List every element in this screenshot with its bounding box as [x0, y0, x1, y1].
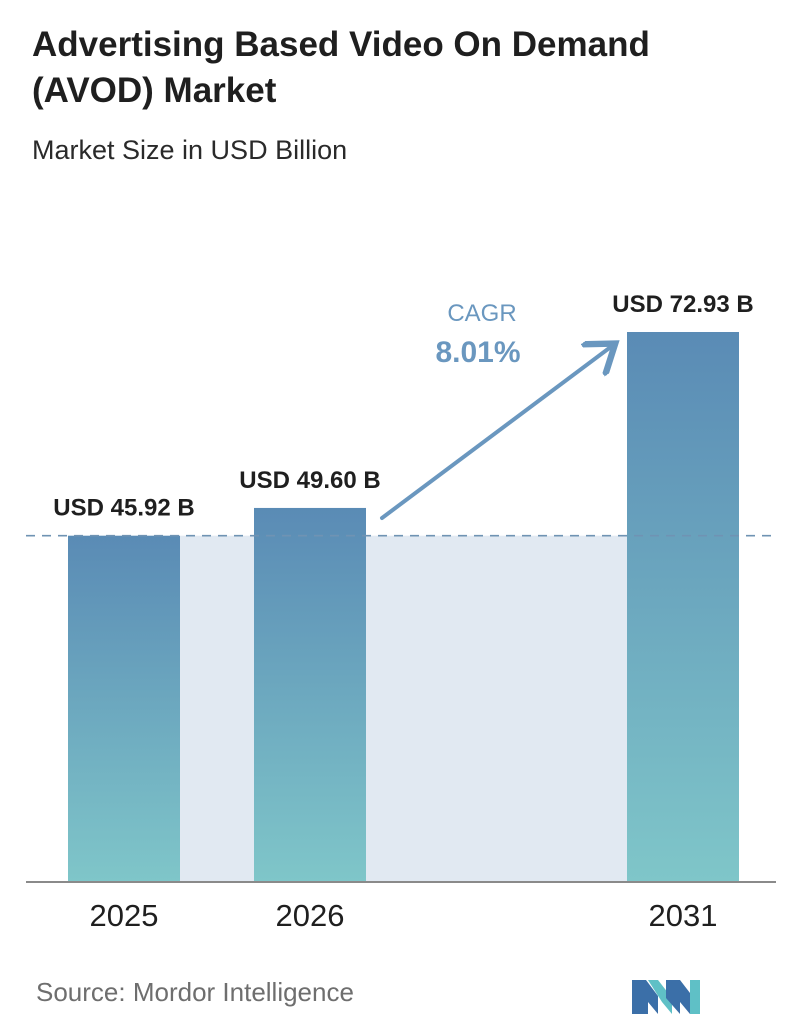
- bar-2026: [254, 507, 366, 882]
- value-label-2031: USD 72.93 B: [612, 291, 753, 318]
- source-note: Source: Mordor Intelligence: [36, 977, 354, 1007]
- chart-title: Advertising Based Video On Demand (AVOD)…: [32, 25, 650, 110]
- mordor-intelligence-logo-icon: [632, 980, 700, 1014]
- value-label-2026: USD 49.60 B: [239, 467, 380, 494]
- cagr-label: CAGR: [447, 300, 516, 327]
- bar-chart: USD 45.92 B 2025 USD 49.60 B 2026 USD 72.93 …: [26, 291, 776, 933]
- growth-shade: [180, 535, 627, 882]
- value-label-2025: USD 45.92 B: [53, 495, 194, 522]
- cagr-value: 8.01%: [435, 336, 520, 369]
- bar-2031: [627, 332, 739, 882]
- x-tick-2025: 2025: [90, 898, 159, 933]
- x-tick-2031: 2031: [649, 898, 718, 933]
- cagr-arrow: [380, 346, 612, 520]
- bar-2025: [68, 535, 180, 882]
- x-tick-2026: 2026: [276, 898, 345, 933]
- chart-subtitle: Market Size in USD Billion: [32, 135, 348, 165]
